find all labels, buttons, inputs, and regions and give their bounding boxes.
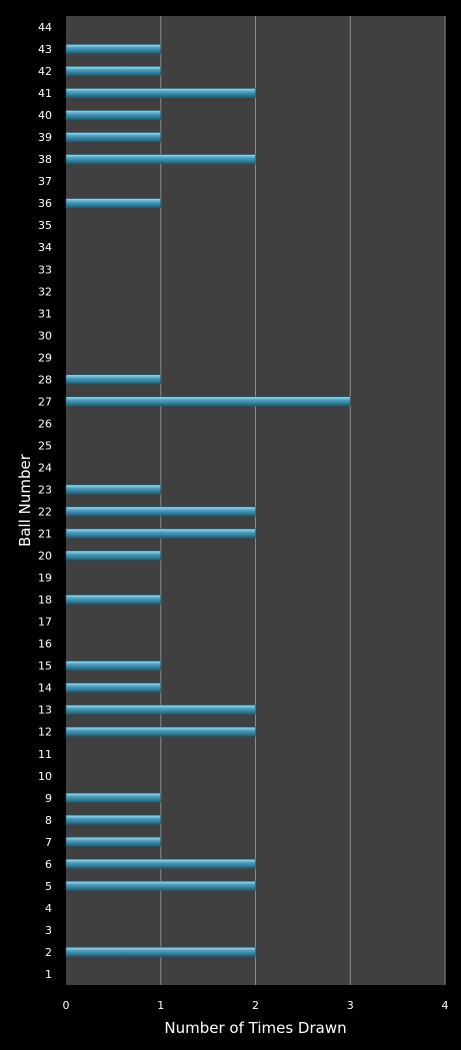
bar-ball-22	[65, 506, 256, 517]
y-tick-label: 15	[38, 660, 52, 673]
y-tick-label: 44	[38, 21, 52, 34]
bar-ball-28	[65, 374, 162, 385]
bar-ball-36	[65, 198, 162, 209]
y-tick-label: 12	[38, 726, 52, 739]
x-tick-label: 4	[442, 999, 449, 1012]
y-tick-label: 13	[38, 704, 52, 717]
x-tick-label: 1	[157, 999, 164, 1012]
y-tick-label: 1	[45, 968, 52, 981]
y-tick-label: 3	[45, 924, 52, 937]
y-tick-label: 22	[38, 506, 52, 519]
y-tick-label: 4	[45, 902, 52, 915]
y-tick-label: 24	[38, 461, 52, 474]
y-tick-label: 6	[45, 858, 52, 871]
y-tick-label: 33	[38, 263, 52, 276]
bar-ball-9	[65, 792, 162, 803]
y-tick-label: 26	[38, 417, 52, 430]
y-tick-label: 43	[38, 43, 52, 56]
y-tick-label: 42	[38, 65, 52, 78]
bar-ball-20	[65, 550, 162, 561]
bar-ball-40	[65, 110, 162, 121]
bar-ball-38	[65, 154, 256, 165]
y-tick-label: 25	[38, 439, 52, 452]
y-tick-label: 7	[45, 836, 52, 849]
bar-ball-39	[65, 132, 162, 143]
bar-ball-8	[65, 814, 162, 825]
y-tick-label: 8	[45, 814, 52, 827]
y-tick-label: 36	[38, 197, 52, 210]
x-tick-label: 2	[252, 999, 259, 1012]
y-tick-label: 20	[38, 550, 52, 563]
y-tick-label: 34	[38, 241, 52, 254]
y-tick-label: 35	[38, 219, 52, 232]
y-tick-label: 30	[38, 329, 52, 342]
x-tick-label: 3	[347, 999, 354, 1012]
bar-ball-12	[65, 726, 256, 737]
y-tick-label: 11	[38, 748, 52, 761]
y-tick-label: 31	[38, 307, 52, 320]
y-tick-label: 27	[38, 395, 52, 408]
y-tick-label: 9	[45, 792, 52, 805]
bar-ball-21	[65, 528, 256, 539]
bar-ball-42	[65, 66, 162, 76]
x-tick-label: 0	[63, 999, 70, 1012]
bars	[65, 44, 351, 957]
y-tick-label: 39	[38, 131, 52, 144]
bar-ball-6	[65, 858, 256, 869]
y-tick-labels: 1234567891011121314151617181920212223242…	[38, 21, 52, 981]
y-tick-label: 5	[45, 880, 52, 893]
y-tick-label: 17	[38, 616, 52, 629]
bar-ball-23	[65, 484, 162, 495]
y-tick-label: 16	[38, 638, 52, 651]
y-tick-label: 29	[38, 351, 52, 364]
bar-ball-41	[65, 88, 256, 99]
y-tick-label: 18	[38, 594, 52, 607]
y-tick-label: 14	[38, 682, 52, 695]
y-tick-label: 21	[38, 528, 52, 541]
y-axis-title: Ball Number	[16, 453, 34, 547]
bar-ball-7	[65, 836, 162, 847]
bar-ball-13	[65, 704, 256, 715]
y-tick-label: 10	[38, 770, 52, 783]
bar-ball-43	[65, 44, 162, 54]
x-tick-labels: 0 1 2 3 4	[63, 999, 449, 1012]
bar-ball-2	[65, 947, 256, 957]
y-tick-label: 28	[38, 373, 52, 386]
y-tick-label: 41	[38, 87, 52, 100]
bar-ball-18	[65, 594, 162, 605]
y-tick-label: 40	[38, 109, 52, 122]
y-tick-label: 37	[38, 175, 52, 188]
x-axis-title: Number of Times Drawn	[164, 1019, 346, 1037]
y-tick-label: 38	[38, 153, 52, 166]
y-tick-label: 19	[38, 572, 52, 585]
y-tick-label: 2	[45, 946, 52, 959]
y-tick-label: 23	[38, 483, 52, 496]
bar-ball-15	[65, 660, 162, 671]
y-tick-label: 32	[38, 285, 52, 298]
bar-ball-27	[65, 396, 351, 407]
bar-ball-14	[65, 682, 162, 693]
bar-ball-5	[65, 880, 256, 891]
